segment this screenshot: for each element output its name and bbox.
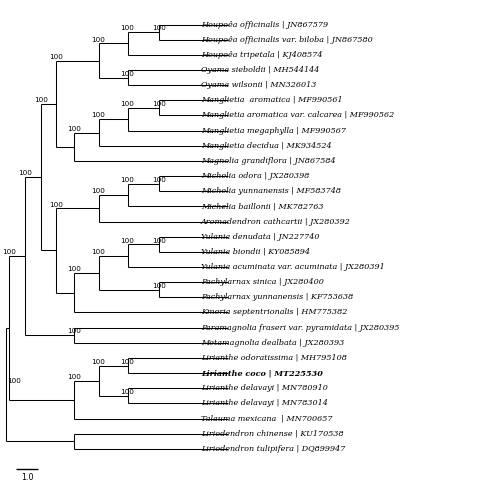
Text: 100: 100 <box>50 201 63 208</box>
Text: 100: 100 <box>120 71 134 77</box>
Text: 100: 100 <box>152 177 166 183</box>
Text: 100: 100 <box>18 170 32 176</box>
Text: 100: 100 <box>67 266 81 272</box>
Text: Houpoêa officinalis var. biloba | JN867580: Houpoêa officinalis var. biloba | JN8675… <box>201 36 373 44</box>
Text: 100: 100 <box>92 359 106 365</box>
Text: 1.0: 1.0 <box>21 473 34 482</box>
Text: Lirianthe delavayi | MN783014: Lirianthe delavayi | MN783014 <box>201 399 328 408</box>
Text: Pachylarnax yunnanensis | KF753638: Pachylarnax yunnanensis | KF753638 <box>201 293 353 302</box>
Text: 100: 100 <box>120 359 134 365</box>
Text: Lirianthe odoratissima | MH795108: Lirianthe odoratissima | MH795108 <box>201 354 347 362</box>
Text: Magnolia grandiflora | JN867584: Magnolia grandiflora | JN867584 <box>201 157 336 165</box>
Text: Manglietia  aromatica | MF990561: Manglietia aromatica | MF990561 <box>201 96 342 105</box>
Text: Yulania denudata | JN227740: Yulania denudata | JN227740 <box>201 233 320 241</box>
Text: Houpoêa officinalis | JN867579: Houpoêa officinalis | JN867579 <box>201 20 328 29</box>
Text: Paramagnolia fraseri var. pyramidata | JX280395: Paramagnolia fraseri var. pyramidata | J… <box>201 324 400 332</box>
Text: Liriodendron tulipifera | DQ899947: Liriodendron tulipifera | DQ899947 <box>201 445 346 453</box>
Text: Pachylarnax sinica | JX280400: Pachylarnax sinica | JX280400 <box>201 278 324 286</box>
Text: Lirianthe delavayi | MN780910: Lirianthe delavayi | MN780910 <box>201 384 328 392</box>
Text: Michelia odora | JX280398: Michelia odora | JX280398 <box>201 172 310 180</box>
Text: Metamagnolia dealbata | JX280393: Metamagnolia dealbata | JX280393 <box>201 339 344 347</box>
Text: 100: 100 <box>50 54 63 60</box>
Text: Manglietia decidua | MK934524: Manglietia decidua | MK934524 <box>201 142 332 150</box>
Text: Kmeria septentrionalis | HM775382: Kmeria septentrionalis | HM775382 <box>201 308 348 317</box>
Text: 100: 100 <box>67 126 81 132</box>
Text: Aromadendron cathcartii | JX280392: Aromadendron cathcartii | JX280392 <box>201 217 351 226</box>
Text: 100: 100 <box>120 101 134 107</box>
Text: Yulania biondii | KY085894: Yulania biondii | KY085894 <box>201 248 310 256</box>
Text: 100: 100 <box>120 177 134 183</box>
Text: 100: 100 <box>152 238 166 243</box>
Text: 100: 100 <box>152 25 166 31</box>
Text: 100: 100 <box>152 283 166 289</box>
Text: Manglietia megaphylla | MF990567: Manglietia megaphylla | MF990567 <box>201 127 346 135</box>
Text: 100: 100 <box>92 112 106 119</box>
Text: 100: 100 <box>152 101 166 107</box>
Text: Talauma mexicana  | MN700657: Talauma mexicana | MN700657 <box>201 414 332 423</box>
Text: 100: 100 <box>7 378 21 384</box>
Text: 100: 100 <box>120 238 134 243</box>
Text: Yulania acuminata var. acuminata | JX280391: Yulania acuminata var. acuminata | JX280… <box>201 263 385 271</box>
Text: Oyama wilsonii | MN326013: Oyama wilsonii | MN326013 <box>201 81 316 89</box>
Text: Michelia yunnanensis | MF583748: Michelia yunnanensis | MF583748 <box>201 187 341 195</box>
Text: Manglietia aromatica var. calcarea | MF990562: Manglietia aromatica var. calcarea | MF9… <box>201 111 394 120</box>
Text: 100: 100 <box>2 249 16 256</box>
Text: 100: 100 <box>120 389 134 395</box>
Text: 100: 100 <box>34 97 48 103</box>
Text: Liriodendron chinense | KU170538: Liriodendron chinense | KU170538 <box>201 430 344 438</box>
Text: Lirianthe coco | MT225530: Lirianthe coco | MT225530 <box>201 369 323 377</box>
Text: 100: 100 <box>120 25 134 31</box>
Text: Houpoêa tripetala | KJ408574: Houpoêa tripetala | KJ408574 <box>201 51 322 59</box>
Text: 100: 100 <box>92 188 106 194</box>
Text: 100: 100 <box>67 374 81 380</box>
Text: 100: 100 <box>67 329 81 334</box>
Text: Michelia baillonii | MK782763: Michelia baillonii | MK782763 <box>201 202 324 211</box>
Text: Oyama sieboldii | MH544144: Oyama sieboldii | MH544144 <box>201 66 320 74</box>
Text: 100: 100 <box>92 37 106 43</box>
Text: 100: 100 <box>92 249 106 255</box>
